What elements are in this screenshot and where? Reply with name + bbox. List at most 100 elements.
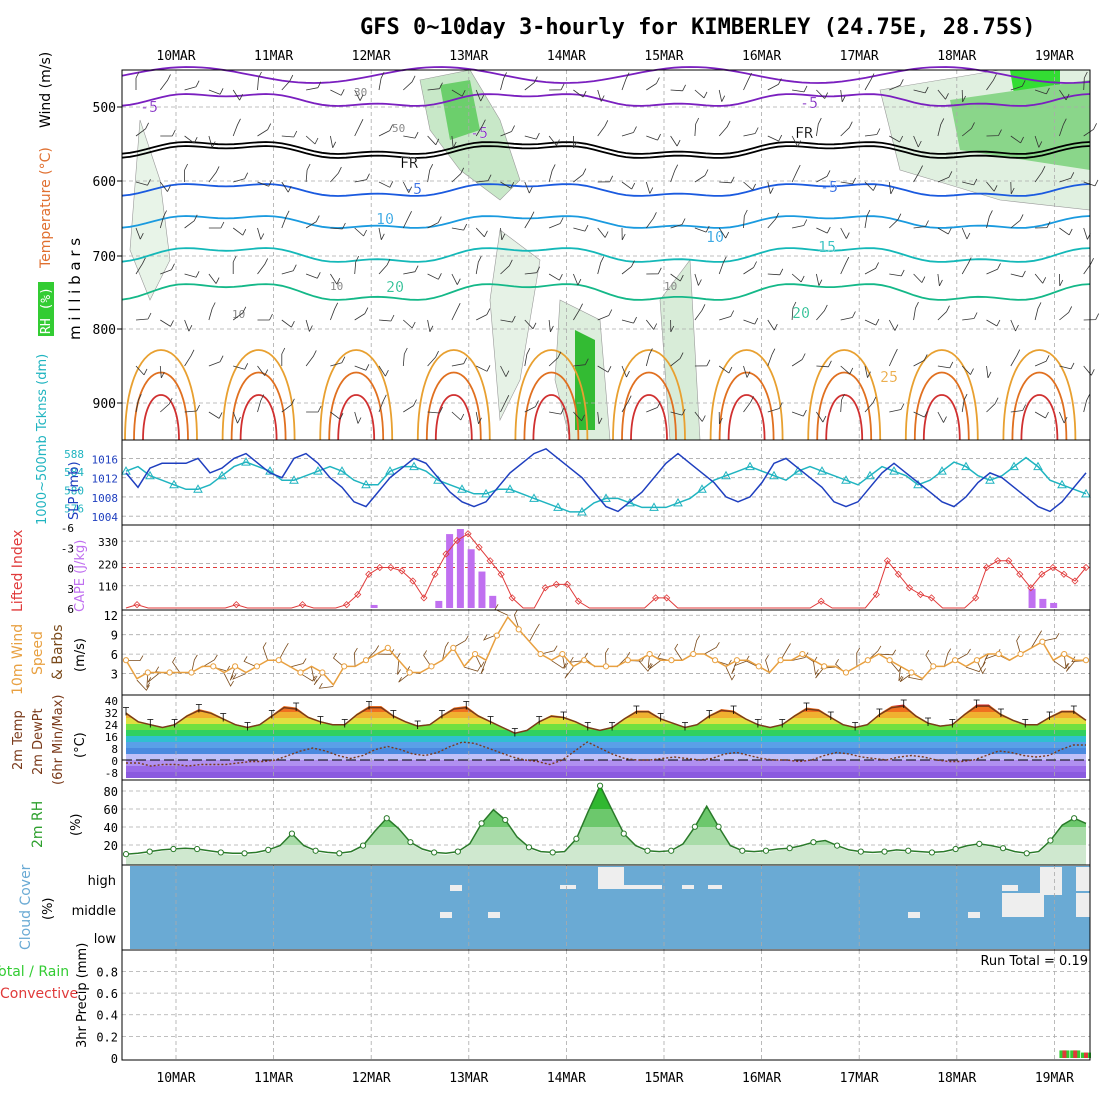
wind-barb	[937, 171, 953, 183]
wind-barb	[135, 394, 142, 413]
li-point	[453, 536, 461, 545]
wind-barb	[621, 72, 630, 91]
wind-barb	[305, 272, 321, 279]
date-label-bottom: 16MAR	[742, 1071, 781, 1086]
wind-barb-10m	[397, 660, 401, 675]
temp-band	[126, 748, 1086, 754]
wind-barb	[889, 269, 905, 277]
wind-barb	[1034, 87, 1050, 95]
rh-2m-point	[241, 850, 248, 857]
wind-barb	[257, 71, 262, 91]
rh-2m-point	[122, 851, 130, 858]
cape-tick-label: 110	[98, 581, 118, 594]
precip-tick-label: 0.4	[96, 1009, 118, 1023]
wind-barb	[257, 258, 269, 275]
wind-barb	[889, 135, 904, 143]
wind-barb	[573, 224, 589, 232]
ylabel-precip: 3hr Precip (mm)	[75, 943, 90, 1048]
minmax-marker	[997, 708, 1004, 717]
wind-barb	[1083, 227, 1091, 240]
wind-barb	[1034, 166, 1046, 183]
wind-speed-point	[188, 669, 195, 676]
wind-barb	[889, 403, 905, 413]
wind-barb	[816, 411, 827, 423]
wind-barb	[1059, 89, 1070, 101]
cloud-gap	[1076, 893, 1090, 917]
minmax-marker	[147, 719, 154, 728]
rh-2m-point	[336, 850, 343, 857]
li-tick-label: -6	[61, 522, 74, 535]
temp-band	[126, 760, 1086, 766]
wind-barb	[961, 227, 971, 240]
li-point	[552, 580, 560, 588]
temp-band	[126, 730, 1086, 736]
li-point	[409, 577, 417, 585]
wind-barb	[257, 180, 273, 187]
wind-barb	[451, 89, 466, 97]
li-point	[541, 584, 549, 592]
wind-barb	[840, 89, 846, 103]
wind-barb-10m	[223, 673, 234, 687]
cape-bar	[1028, 588, 1036, 608]
rh-2m-point	[478, 820, 485, 827]
wind-barb	[548, 351, 562, 367]
wind-barb	[816, 273, 823, 286]
wind-barb	[864, 73, 875, 91]
wind-barb	[743, 72, 752, 91]
wind-barb	[840, 365, 854, 375]
minmax-marker	[681, 722, 688, 731]
li-point	[1005, 557, 1013, 565]
date-label-bottom: 13MAR	[449, 1071, 488, 1086]
minmax-marker	[754, 719, 761, 728]
wind-speed-point	[995, 650, 1002, 658]
wind-barb	[864, 365, 871, 378]
wind-barb-10m	[191, 654, 198, 674]
wind-speed-line	[125, 615, 1086, 687]
minmax-marker	[949, 719, 956, 728]
wind-barb-10m	[898, 667, 903, 682]
minmax-marker	[584, 722, 591, 731]
wind-barb	[889, 213, 902, 229]
wind-barb-10m	[856, 647, 861, 668]
wind-barb	[621, 260, 635, 275]
wind-barb	[986, 129, 1002, 137]
wind-speed-point	[864, 657, 871, 664]
wind-barb	[840, 227, 850, 239]
wind-barb	[888, 348, 898, 367]
date-label-top: 17MAR	[840, 49, 879, 64]
wind-barb	[232, 306, 247, 321]
wind-barb	[427, 350, 439, 367]
cloud-gap	[598, 867, 624, 889]
wind-barb	[330, 222, 346, 230]
wind-barb	[524, 181, 533, 194]
li-point	[1071, 577, 1079, 585]
wind-barb	[135, 227, 144, 240]
wind-speed-point	[428, 663, 435, 670]
rh-2m-point	[620, 830, 627, 837]
li-point	[883, 557, 891, 565]
wind-barb	[962, 312, 978, 321]
temp-tick-label: 24	[105, 719, 119, 732]
wind-barb	[548, 217, 564, 229]
wind-barb-10m	[136, 679, 150, 691]
wind-barb	[232, 411, 241, 424]
wind-barb	[743, 396, 754, 413]
wind-barb	[1059, 306, 1073, 321]
wind-speed-point	[144, 669, 151, 676]
isotherm-line	[121, 93, 1091, 107]
wind-speed-point	[886, 657, 893, 664]
minmax-marker	[536, 716, 543, 725]
wind-barb	[159, 74, 171, 91]
wind-barb	[500, 395, 510, 413]
minmax-marker	[317, 716, 324, 725]
wind-barb	[937, 273, 943, 287]
wind-barb	[354, 307, 369, 321]
wind-barb	[937, 305, 950, 321]
warm-isotherm	[621, 371, 677, 441]
wind-barb-10m	[965, 666, 983, 673]
isotherm-label: 20	[792, 304, 810, 322]
cape-tick-label: 330	[98, 536, 118, 549]
rh-tick-label: 80	[104, 785, 118, 799]
rh-2m-point	[1023, 850, 1030, 857]
date-label-bottom: 11MAR	[254, 1071, 293, 1086]
